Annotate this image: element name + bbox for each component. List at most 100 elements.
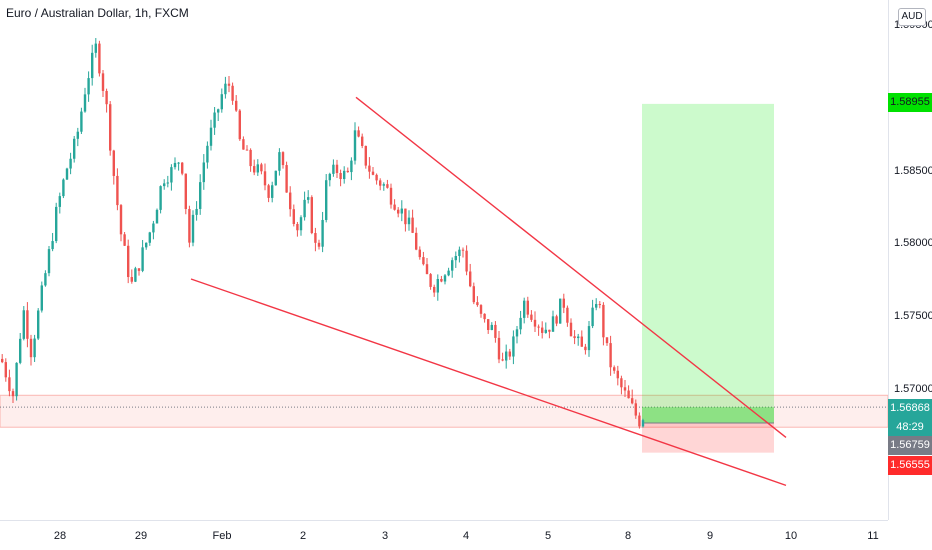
candle-body — [285, 165, 288, 193]
candle-body — [202, 162, 205, 183]
candle-body — [163, 183, 166, 187]
candle-body — [508, 351, 511, 357]
candle-body — [148, 232, 151, 243]
candle-body — [98, 43, 101, 74]
candle-body — [634, 403, 637, 416]
candle-body — [382, 184, 385, 186]
candle-body — [166, 182, 169, 184]
candle-body — [159, 186, 162, 210]
candle-body — [418, 249, 421, 258]
candle-body — [314, 233, 317, 243]
profit-zone — [642, 103, 774, 424]
chart-title: Euro / Australian Dollar, 1h, FXCM — [6, 6, 189, 20]
candle-body — [602, 304, 605, 338]
candle-body — [55, 206, 58, 242]
candle-body — [371, 171, 375, 175]
candle-body — [461, 249, 465, 251]
candle-body — [433, 286, 436, 293]
target-price-tag: 1.58955 — [888, 93, 932, 112]
candle-body — [134, 268, 137, 282]
candle-body — [303, 199, 306, 218]
entry-price-tag: 1.56759 — [888, 436, 932, 455]
candle-body — [152, 223, 155, 233]
candle-body — [249, 149, 252, 167]
candle-body — [65, 168, 69, 180]
candle-body — [451, 260, 454, 271]
currency-unit-button[interactable]: AUD — [898, 8, 926, 26]
x-tick-label: 28 — [54, 530, 66, 542]
candle-body — [271, 185, 274, 198]
candle-body — [368, 165, 371, 172]
candle-body — [343, 170, 346, 180]
candle-body — [559, 298, 562, 324]
candle-body — [245, 149, 249, 151]
x-tick-label: 4 — [463, 530, 469, 542]
x-tick-label: 29 — [135, 530, 147, 542]
candle-body — [307, 197, 310, 200]
candle-body — [490, 324, 493, 330]
candle-body — [296, 223, 299, 231]
candle-body — [505, 351, 508, 361]
candle-body — [292, 209, 295, 224]
candle-body — [541, 327, 544, 333]
candle-body — [523, 300, 526, 318]
candle-body — [361, 136, 364, 146]
bar-countdown-tag: 48:29 — [888, 418, 932, 437]
candle-body — [155, 209, 159, 224]
candle-body — [379, 180, 382, 186]
candle-body — [627, 390, 630, 399]
candle-body — [638, 415, 641, 427]
candle-body — [465, 250, 468, 272]
y-tick-label: 1.58000 — [894, 237, 932, 249]
candle-body — [479, 305, 483, 314]
candle-body — [454, 256, 457, 261]
candle-body — [29, 338, 33, 358]
candle-body — [544, 329, 547, 333]
candle-body — [375, 174, 378, 181]
y-tick-label: 1.58500 — [894, 165, 932, 177]
candle-body — [458, 249, 461, 257]
candle-body — [591, 307, 594, 327]
candle-body — [289, 192, 292, 210]
candle-body — [609, 343, 612, 368]
candle-body — [620, 378, 623, 388]
candle-body — [206, 145, 209, 163]
candle-body — [415, 232, 418, 250]
x-tick-label: 11 — [867, 530, 878, 542]
candle-body — [191, 214, 195, 243]
candle-body — [184, 173, 187, 210]
candle-body — [526, 300, 529, 315]
candle-body — [137, 268, 141, 271]
x-tick-label: 9 — [707, 530, 713, 542]
stop-zone — [642, 423, 774, 453]
candle-body — [519, 317, 522, 330]
candle-body — [4, 362, 7, 378]
y-tick-label: 1.57500 — [894, 310, 932, 322]
candle-body — [44, 273, 47, 286]
candle-body — [15, 362, 18, 397]
x-tick-label: 10 — [785, 530, 797, 542]
candle-body — [51, 241, 54, 250]
candle-body — [548, 329, 551, 332]
candle-body — [335, 164, 339, 174]
candle-body — [411, 217, 414, 233]
candle-body — [69, 158, 72, 169]
candle-body — [224, 83, 227, 95]
candle-body — [73, 138, 76, 159]
candle-body — [299, 217, 303, 231]
candle-body — [278, 152, 281, 171]
candle-body — [47, 249, 51, 274]
candle-body — [494, 324, 497, 338]
x-tick-label: 3 — [382, 530, 388, 542]
candle-body — [566, 307, 569, 323]
candle-body — [109, 104, 112, 151]
candle-body — [317, 242, 321, 247]
stop-price-tag: 1.56555 — [888, 456, 932, 475]
candle-body — [119, 205, 123, 235]
candle-body — [105, 90, 108, 105]
candle-body — [537, 326, 540, 328]
candle-body — [605, 337, 609, 344]
x-tick-label: 5 — [545, 530, 551, 542]
candle-body — [231, 85, 234, 101]
